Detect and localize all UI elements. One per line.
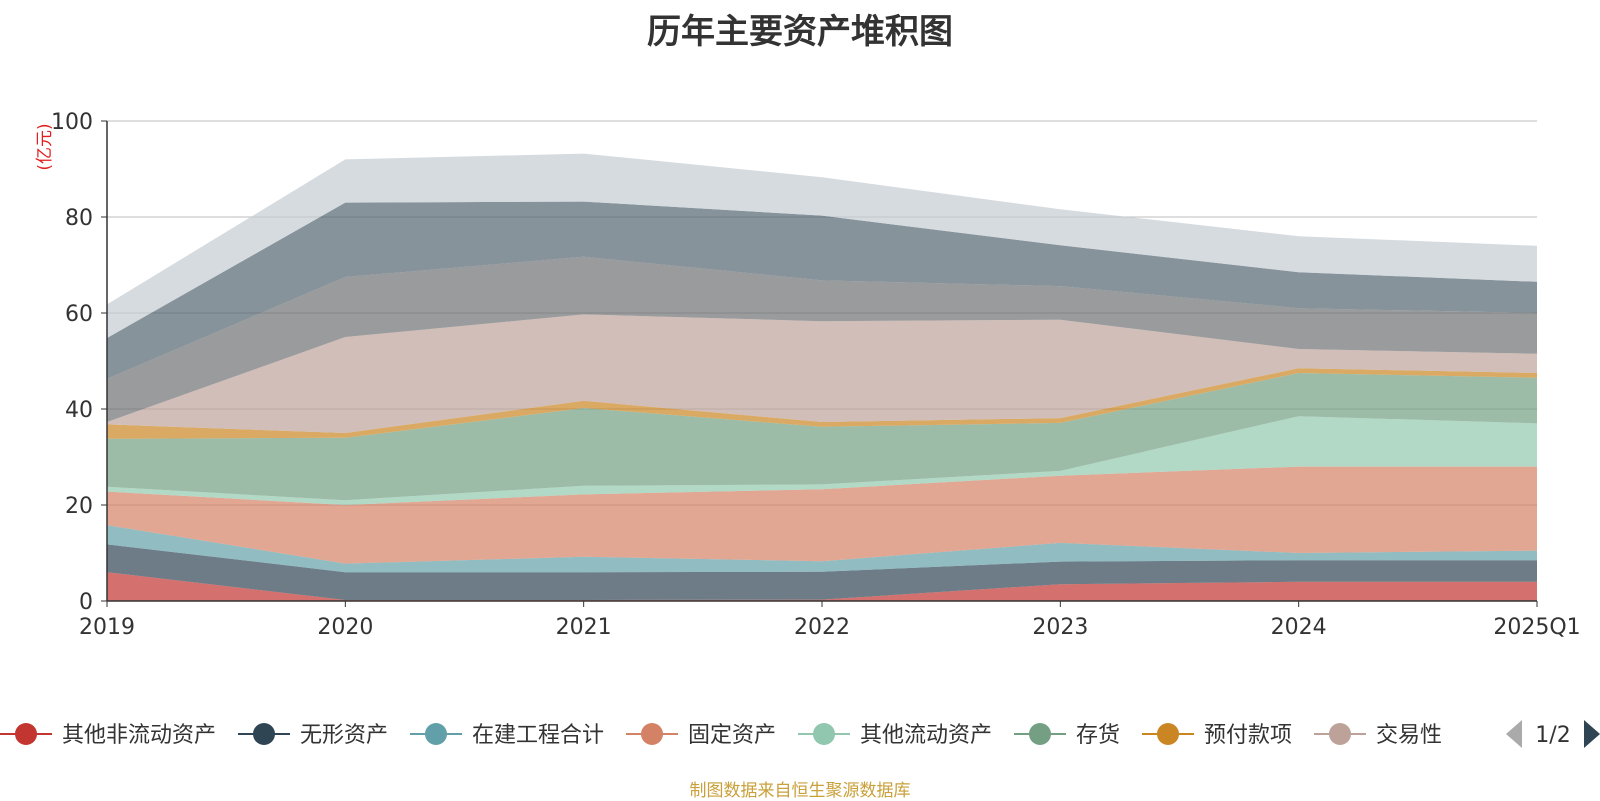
y-tick-label-20: 20 xyxy=(65,494,93,519)
legend-item-3[interactable]: 固定资产 xyxy=(626,723,776,748)
legend-marker-icon xyxy=(425,723,447,745)
legend-label: 存货 xyxy=(1076,723,1120,748)
area-series-0 xyxy=(107,572,1537,601)
legend-marker-icon xyxy=(1329,723,1351,745)
y-tick-label-80: 80 xyxy=(65,206,93,231)
triangle-right-icon[interactable] xyxy=(1584,720,1600,748)
area-series-1 xyxy=(107,544,1537,600)
legend-item-6[interactable]: 预付款项 xyxy=(1142,723,1292,748)
area-series-10 xyxy=(107,153,1537,338)
legend-item-7[interactable]: 交易性 xyxy=(1314,723,1442,748)
area-series-5 xyxy=(107,373,1537,501)
x-tick-label-0: 2019 xyxy=(79,615,135,640)
x-tick-label-5: 2024 xyxy=(1271,615,1327,640)
area-series-4 xyxy=(107,416,1537,505)
legend-page-indicator: 1/2 xyxy=(1535,723,1570,748)
legend-marker-icon xyxy=(1029,723,1051,745)
legend-marker-icon xyxy=(15,723,37,745)
legend-item-2[interactable]: 在建工程合计 xyxy=(410,723,604,748)
legend-item-0[interactable]: 其他非流动资产 xyxy=(0,723,216,748)
legend: 其他非流动资产 无形资产 在建工程合计 固定资产 其他流动资产 存货 预付款项 交易性 1/2 xyxy=(0,712,1600,758)
legend-label: 其他流动资产 xyxy=(860,723,992,748)
legend-item-4[interactable]: 其他流动资产 xyxy=(798,723,992,748)
legend-label: 预付款项 xyxy=(1204,723,1292,748)
y-tick-label-40: 40 xyxy=(65,398,93,423)
area-series-9 xyxy=(107,201,1537,379)
legend-marker-icon xyxy=(813,723,835,745)
x-tick-label-2: 2021 xyxy=(556,615,612,640)
y-tick-label-60: 60 xyxy=(65,302,93,327)
area-series-3 xyxy=(107,466,1537,564)
axes: 0 20 40 60 80 100 2019 2020 2021 2022 2023 2024 2025… xyxy=(35,110,1581,640)
legend-marker-icon xyxy=(641,723,663,745)
legend-label: 在建工程合计 xyxy=(472,723,604,748)
legend-marker-icon xyxy=(1157,723,1179,745)
legend-label: 无形资产 xyxy=(300,723,388,748)
legend-item-5[interactable]: 存货 xyxy=(1014,723,1120,748)
chart-title: 历年主要资产堆积图 xyxy=(647,12,953,52)
y-axis-label: (亿元) xyxy=(35,123,55,170)
x-tick-label-4: 2023 xyxy=(1032,615,1088,640)
x-tick-label-6: 2025Q1 xyxy=(1493,615,1580,640)
legend-item-1[interactable]: 无形资产 xyxy=(238,723,388,748)
x-tick-label-1: 2020 xyxy=(317,615,373,640)
legend-pager-background xyxy=(1482,712,1600,758)
y-tick-label-100: 100 xyxy=(51,110,93,135)
source-note: 制图数据来自恒生聚源数据库 xyxy=(689,781,911,801)
x-tick-label-3: 2022 xyxy=(794,615,850,640)
stacked-areas xyxy=(107,153,1537,601)
legend-label: 其他非流动资产 xyxy=(62,723,216,748)
triangle-left-icon[interactable] xyxy=(1506,720,1522,748)
area-series-8 xyxy=(107,256,1537,422)
area-series-6 xyxy=(107,368,1537,439)
area-series-2 xyxy=(107,525,1537,573)
area-series-7 xyxy=(107,314,1537,433)
legend-label: 交易性 xyxy=(1376,723,1442,748)
y-tick-label-0: 0 xyxy=(79,590,93,615)
legend-label: 固定资产 xyxy=(688,723,776,748)
legend-marker-icon xyxy=(253,723,275,745)
